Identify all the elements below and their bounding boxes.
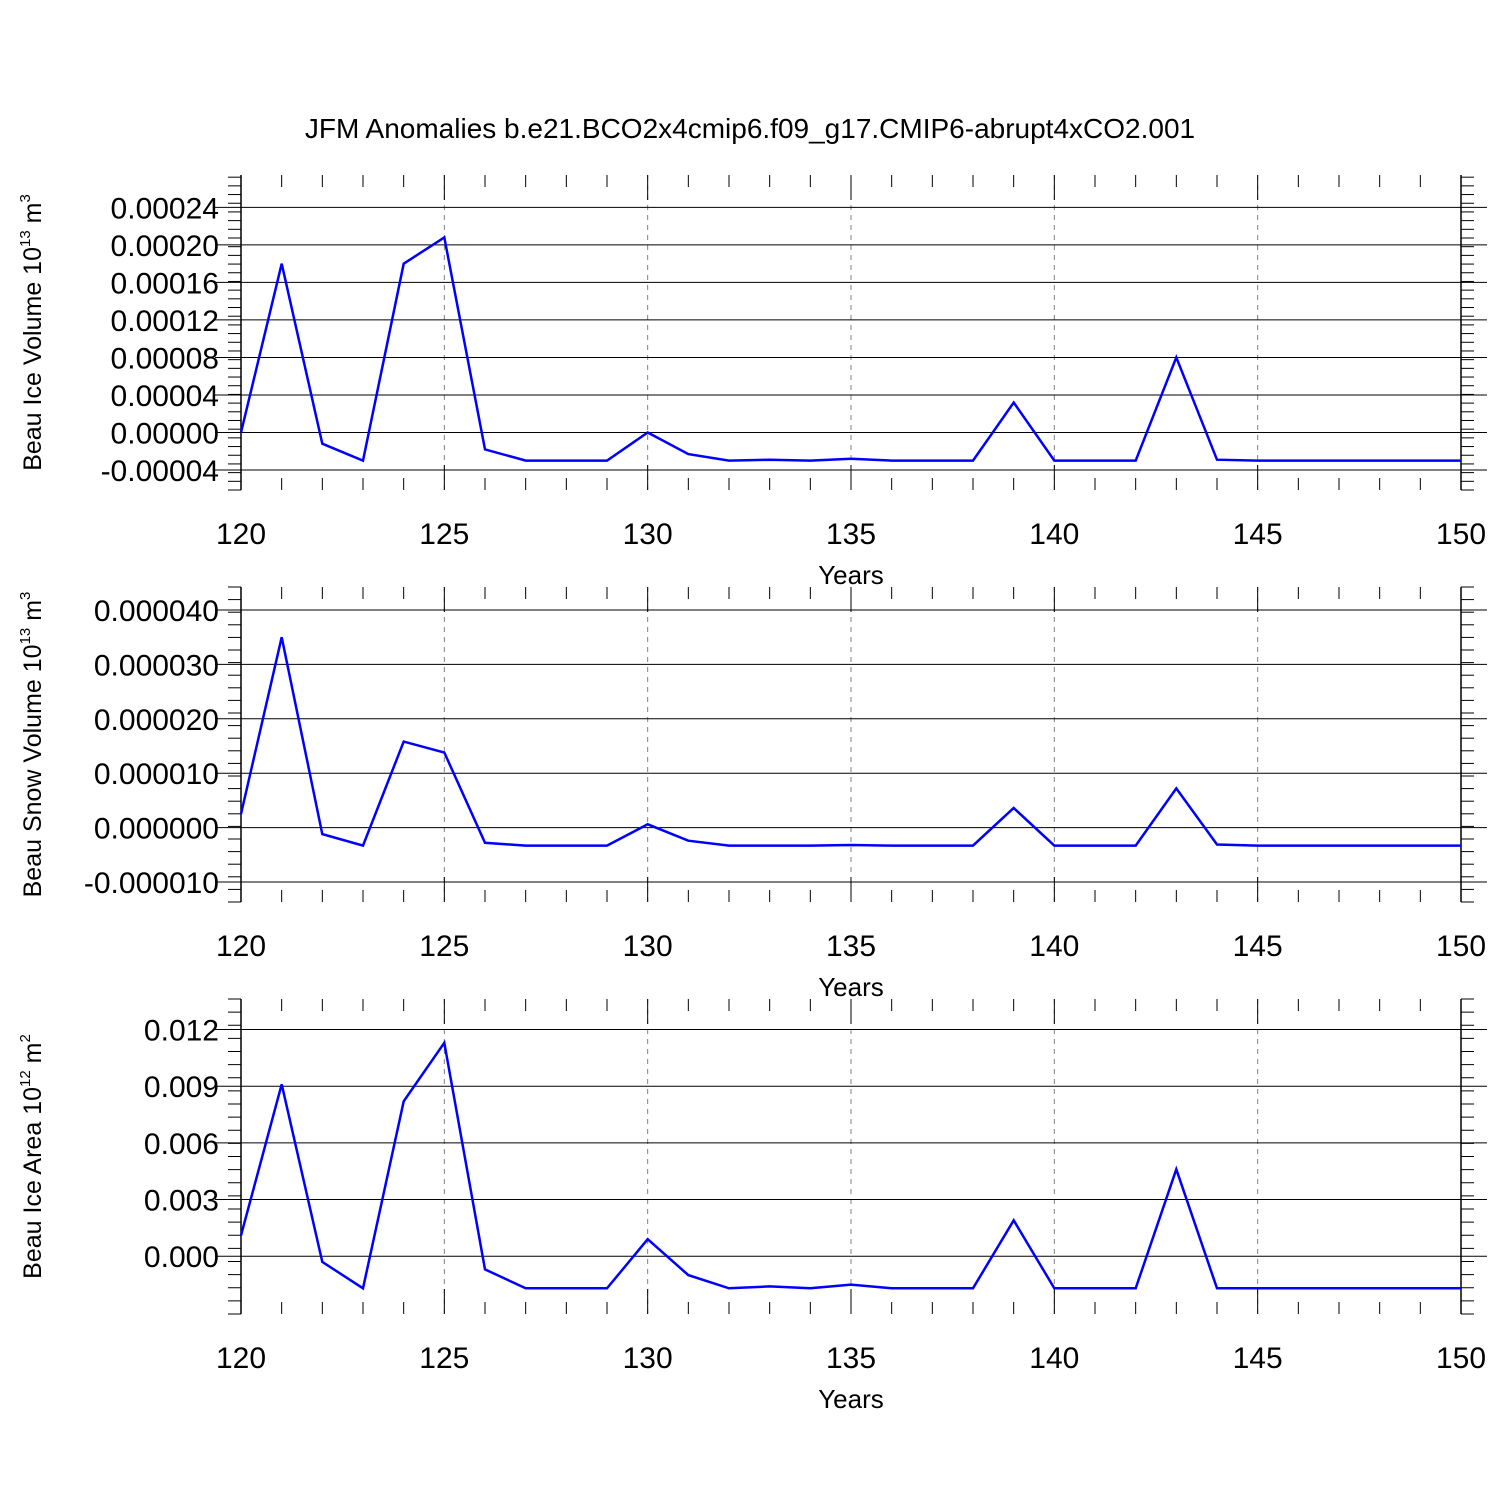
y-tick-label: 0.000 — [144, 1241, 219, 1274]
panel-2: -0.000010 0.000000 0.000010 0.000020 0.00003… — [17, 586, 1487, 1002]
series-line — [239, 1039, 1461, 1291]
y-axis-title-superscript: 3 — [17, 194, 34, 202]
y-axis-title-part: m — [19, 203, 47, 231]
chart-title: JFM Anomalies b.e21.BCO2x4cmip6.f09_g17.… — [305, 113, 1195, 144]
x-tick-label: 130 — [623, 518, 673, 551]
x-tick-label: 120 — [216, 1342, 266, 1375]
y-tick-label: -0.00004 — [101, 455, 219, 488]
x-tick-label: 150 — [1436, 930, 1486, 963]
y-tick-label: 0.00000 — [111, 417, 219, 450]
y-tick-label: 0.00020 — [111, 230, 219, 263]
x-tick-label: 140 — [1029, 518, 1079, 551]
y-axis-title-superscript: 13 — [17, 628, 34, 645]
x-axis-title: Years — [818, 972, 884, 1002]
x-tick-label: 125 — [419, 1342, 469, 1375]
y-tick-label: 0.00016 — [111, 267, 219, 300]
x-tick-label: 120 — [216, 518, 266, 551]
x-tick-label: 130 — [623, 1342, 673, 1375]
x-tick-label: 130 — [623, 930, 673, 963]
y-axis-title-superscript: 13 — [17, 230, 34, 247]
y-axis-title-part: m — [19, 1043, 47, 1071]
y-axis-title-superscript: 12 — [17, 1070, 34, 1087]
y-tick-label: 0.012 — [144, 1015, 219, 1048]
x-tick-label: 125 — [419, 518, 469, 551]
y-tick-label: 0.009 — [144, 1071, 219, 1104]
y-axis-title-part: m — [19, 600, 47, 628]
x-tick-label: 145 — [1233, 930, 1283, 963]
y-axis-title-part: Beau Ice Volume 10 — [19, 247, 47, 471]
y-tick-label: 0.006 — [144, 1128, 219, 1161]
panel-1: -0.00004 0.00000 0.00004 0.00008 0.00012 0.00… — [17, 175, 1487, 590]
x-tick-label: 140 — [1029, 930, 1079, 963]
panels: -0.000040.000000.000040.000080.000120.00… — [17, 175, 1487, 1414]
y-axis-title: Beau Ice Volume 1013 m3 — [17, 194, 47, 471]
x-tick-label: 120 — [216, 930, 266, 963]
x-axis-title: Years — [818, 560, 884, 590]
y-tick-label: 0.00008 — [111, 342, 219, 375]
y-tick-label: 0.00012 — [111, 305, 219, 338]
y-tick-label: 0.00024 — [111, 192, 219, 225]
y-tick-label: -0.000010 — [84, 867, 219, 900]
y-tick-label: 0.000030 — [94, 649, 219, 682]
x-tick-label: 140 — [1029, 1342, 1079, 1375]
y-axis-title-part: Beau Snow Volume 10 — [19, 644, 47, 897]
y-axis-title-part: Beau Ice Area 10 — [19, 1087, 47, 1279]
x-tick-label: 150 — [1436, 1342, 1486, 1375]
x-tick-label: 145 — [1233, 1342, 1283, 1375]
x-tick-label: 145 — [1233, 518, 1283, 551]
y-axis-title: Beau Snow Volume 1013 m3 — [17, 592, 47, 898]
x-axis-title: Years — [818, 1384, 884, 1414]
y-tick-label: 0.000040 — [94, 595, 219, 628]
series-line — [239, 235, 1461, 463]
y-tick-label: 0.000000 — [94, 813, 219, 846]
y-tick-label: 0.003 — [144, 1185, 219, 1218]
x-tick-label: 135 — [826, 930, 876, 963]
y-tick-label: 0.00004 — [111, 380, 219, 413]
x-tick-label: 135 — [826, 518, 876, 551]
y-axis-title-superscript: 3 — [17, 592, 34, 600]
x-tick-label: 150 — [1436, 518, 1486, 551]
x-tick-label: 125 — [419, 930, 469, 963]
y-axis-title-superscript: 2 — [17, 1034, 34, 1042]
y-tick-label: 0.000010 — [94, 758, 219, 791]
y-tick-label: 0.000020 — [94, 704, 219, 737]
y-axis-title: Beau Ice Area 1012 m2 — [17, 1034, 47, 1279]
panel-3: 0.000 0.003 0.006 0.009 0.012 120 125 130 135 140… — [17, 998, 1487, 1414]
x-tick-label: 135 — [826, 1342, 876, 1375]
